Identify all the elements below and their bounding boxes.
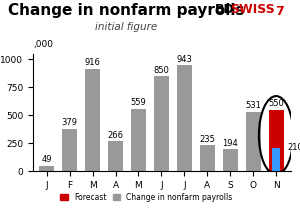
Text: 210: 210 xyxy=(288,143,300,152)
Text: 943: 943 xyxy=(176,55,192,64)
Bar xyxy=(200,145,215,171)
Text: ,000: ,000 xyxy=(33,40,53,49)
Bar xyxy=(131,108,146,171)
Text: 49: 49 xyxy=(41,155,52,164)
Text: 194: 194 xyxy=(222,139,238,148)
Text: 379: 379 xyxy=(62,118,78,127)
Bar xyxy=(39,166,54,171)
Text: Change in nonfarm payrolls: Change in nonfarm payrolls xyxy=(8,3,244,18)
Bar xyxy=(223,149,238,171)
Bar xyxy=(154,76,169,171)
Text: 235: 235 xyxy=(200,135,215,144)
Bar xyxy=(177,65,192,171)
Text: 531: 531 xyxy=(245,101,261,110)
Bar xyxy=(246,112,261,171)
Bar xyxy=(108,141,123,171)
Bar xyxy=(62,129,77,171)
Text: 916: 916 xyxy=(85,58,101,67)
Text: SWISS: SWISS xyxy=(230,3,275,16)
Bar xyxy=(85,68,100,171)
Text: 850: 850 xyxy=(154,65,169,74)
Text: 550: 550 xyxy=(268,99,284,108)
Bar xyxy=(268,110,284,171)
Text: 266: 266 xyxy=(108,131,124,140)
Text: initial figure: initial figure xyxy=(95,22,157,33)
Legend: Forecast, Change in nonfarm payrolls: Forecast, Change in nonfarm payrolls xyxy=(57,190,236,205)
Bar xyxy=(272,148,280,171)
Text: 559: 559 xyxy=(130,98,146,107)
Text: 7: 7 xyxy=(275,5,284,18)
Text: BD: BD xyxy=(214,3,234,16)
